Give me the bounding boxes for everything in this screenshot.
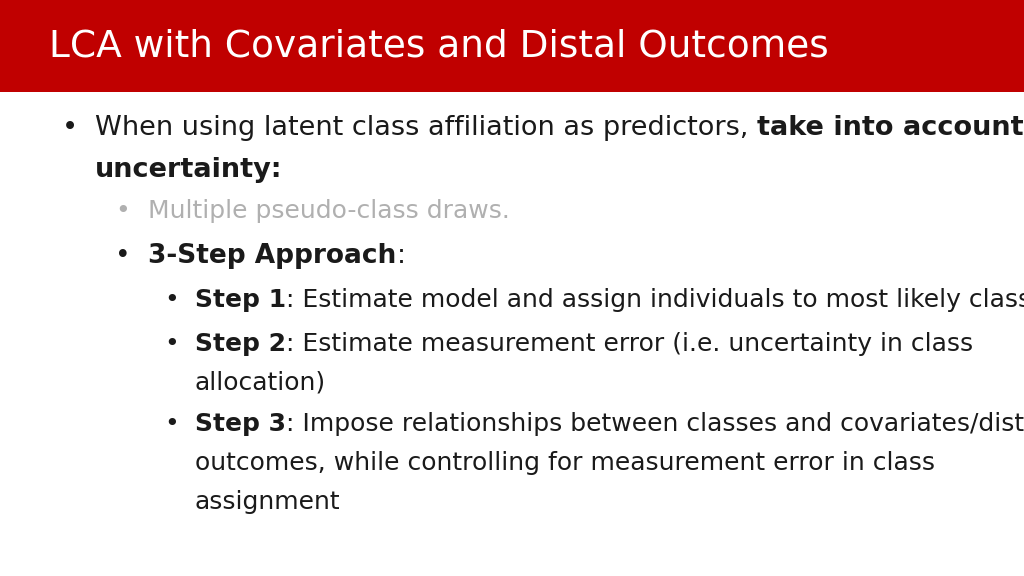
Text: :: : bbox=[396, 244, 406, 270]
Text: Multiple pseudo-class draws.: Multiple pseudo-class draws. bbox=[148, 199, 510, 223]
Text: : Estimate model and assign individuals to most likely class: : Estimate model and assign individuals … bbox=[286, 287, 1024, 312]
Text: : Impose relationships between classes and covariates/distal: : Impose relationships between classes a… bbox=[286, 412, 1024, 437]
Text: •: • bbox=[115, 244, 131, 270]
Text: : Estimate measurement error (i.e. uncertainty in class: : Estimate measurement error (i.e. uncer… bbox=[286, 332, 973, 356]
Text: allocation): allocation) bbox=[195, 370, 326, 395]
Text: When using latent class affiliation as predictors,: When using latent class affiliation as p… bbox=[95, 115, 757, 141]
Text: uncertainty:: uncertainty: bbox=[95, 157, 283, 183]
Text: •: • bbox=[61, 115, 78, 141]
Text: take into account: take into account bbox=[757, 115, 1024, 141]
Text: •: • bbox=[165, 332, 179, 356]
Text: •: • bbox=[165, 412, 179, 437]
Text: •: • bbox=[116, 199, 130, 223]
Text: Step 2: Step 2 bbox=[195, 332, 286, 356]
FancyBboxPatch shape bbox=[0, 0, 1024, 92]
Text: assignment: assignment bbox=[195, 490, 340, 514]
Text: Step 3: Step 3 bbox=[195, 412, 286, 437]
Text: 3-Step Approach: 3-Step Approach bbox=[148, 244, 396, 270]
Text: Step 1: Step 1 bbox=[195, 287, 286, 312]
Text: •: • bbox=[165, 287, 179, 312]
Text: outcomes, while controlling for measurement error in class: outcomes, while controlling for measurem… bbox=[195, 451, 935, 475]
Text: LCA with Covariates and Distal Outcomes: LCA with Covariates and Distal Outcomes bbox=[49, 28, 828, 64]
